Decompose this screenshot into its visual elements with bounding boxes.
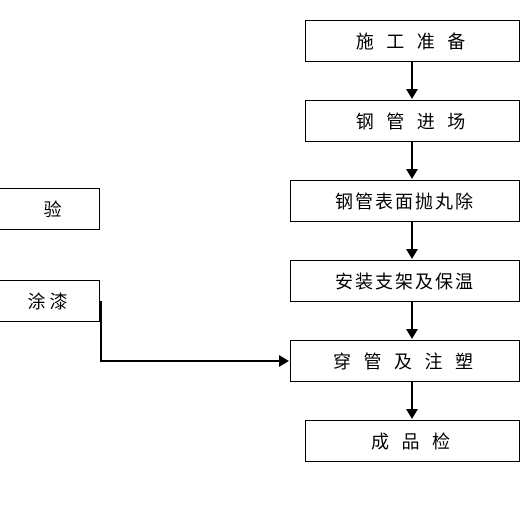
edge-line [100, 301, 102, 361]
arrow-down-icon [406, 409, 418, 419]
node-label: 钢管表面抛丸除 [335, 188, 475, 214]
edge-line [411, 382, 413, 410]
edge-line [411, 62, 413, 90]
node-label: 穿 管 及 注 塑 [333, 348, 477, 374]
node-label: 安装支架及保温 [335, 268, 475, 294]
node-threading: 穿 管 及 注 塑 [290, 340, 520, 382]
arrow-down-icon [406, 329, 418, 339]
node-label: 施 工 准 备 [356, 28, 470, 54]
edge-line [411, 142, 413, 170]
node-shotblast: 钢管表面抛丸除 [290, 180, 520, 222]
edge-line [411, 302, 413, 330]
node-side-test: 验 [0, 188, 100, 230]
node-label: 涂漆 [0, 288, 72, 314]
arrow-down-icon [406, 89, 418, 99]
arrow-down-icon [406, 169, 418, 179]
node-label: 验 [4, 196, 66, 222]
node-label: 钢 管 进 场 [356, 108, 470, 134]
node-side-paint: 涂漆 [0, 280, 100, 322]
arrow-right-icon [279, 355, 289, 367]
edge-line [100, 360, 280, 362]
node-inspect: 成 品 检 [305, 420, 520, 462]
node-prep: 施 工 准 备 [305, 20, 520, 62]
node-pipe-in: 钢 管 进 场 [305, 100, 520, 142]
node-label: 成 品 检 [371, 428, 454, 454]
edge-line [411, 222, 413, 250]
node-bracket: 安装支架及保温 [290, 260, 520, 302]
arrow-down-icon [406, 249, 418, 259]
